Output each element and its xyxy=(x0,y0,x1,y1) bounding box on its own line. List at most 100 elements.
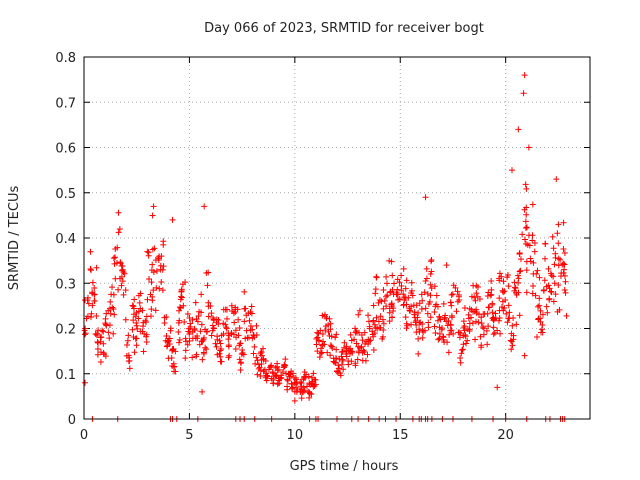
data-point xyxy=(562,278,569,285)
data-point xyxy=(546,285,553,292)
data-point xyxy=(555,221,562,228)
data-point xyxy=(247,322,254,329)
data-point xyxy=(176,307,183,314)
data-point xyxy=(148,279,155,286)
data-point xyxy=(409,292,416,299)
data-point xyxy=(427,314,434,321)
data-point xyxy=(89,279,96,286)
data-point xyxy=(496,295,503,302)
data-point xyxy=(150,287,157,294)
data-point xyxy=(543,303,550,310)
data-point xyxy=(298,380,305,387)
data-point xyxy=(449,314,456,321)
data-point xyxy=(554,230,561,237)
data-point xyxy=(525,144,532,151)
data-point xyxy=(515,275,522,282)
data-point xyxy=(393,289,400,296)
data-point xyxy=(339,348,346,355)
data-point xyxy=(394,291,401,298)
data-point xyxy=(414,314,421,321)
data-point xyxy=(521,352,528,359)
data-point xyxy=(403,277,410,284)
data-point xyxy=(100,349,107,356)
data-point xyxy=(217,347,224,354)
data-point xyxy=(357,344,364,351)
data-point xyxy=(91,284,98,291)
data-point xyxy=(402,285,409,292)
x-tick-label: 0 xyxy=(80,428,88,443)
data-point xyxy=(532,292,539,299)
data-point xyxy=(144,248,151,255)
data-point xyxy=(284,377,291,384)
data-point xyxy=(436,330,443,337)
data-point xyxy=(196,341,203,348)
data-point xyxy=(156,285,163,292)
data-point xyxy=(522,225,529,232)
data-point xyxy=(444,339,451,346)
data-point xyxy=(247,327,254,334)
data-point xyxy=(115,286,122,293)
data-point xyxy=(406,305,413,312)
data-point xyxy=(149,297,156,304)
data-point xyxy=(445,349,452,356)
data-point xyxy=(446,331,453,338)
data-point xyxy=(562,289,569,296)
data-point xyxy=(175,319,182,326)
data-point xyxy=(136,299,143,306)
data-point xyxy=(435,336,442,343)
data-point xyxy=(471,294,478,301)
data-point xyxy=(477,333,484,340)
data-point xyxy=(200,349,207,356)
data-point xyxy=(222,321,229,328)
data-point xyxy=(496,277,503,284)
data-point xyxy=(198,321,205,328)
data-point xyxy=(424,310,431,317)
data-point xyxy=(224,306,231,313)
data-point xyxy=(134,325,141,332)
data-point xyxy=(372,290,379,297)
data-point xyxy=(509,342,516,349)
data-point xyxy=(169,216,176,223)
data-point xyxy=(148,306,155,313)
data-point xyxy=(462,333,469,340)
data-point xyxy=(135,292,142,299)
data-point xyxy=(428,258,435,265)
data-point xyxy=(284,383,291,390)
data-point xyxy=(110,291,117,298)
data-point xyxy=(432,330,439,337)
x-tick-label: 5 xyxy=(185,428,193,443)
data-point xyxy=(298,395,305,402)
data-point xyxy=(523,258,530,265)
data-point xyxy=(233,334,240,341)
data-point xyxy=(426,298,433,305)
data-point xyxy=(326,315,333,322)
data-point xyxy=(87,248,94,255)
data-point xyxy=(321,311,328,318)
data-point xyxy=(551,280,558,287)
data-point xyxy=(137,305,144,312)
data-point xyxy=(511,279,518,286)
data-point xyxy=(148,267,155,274)
data-point xyxy=(135,315,142,322)
data-point xyxy=(405,294,412,301)
data-point xyxy=(87,314,94,321)
data-point xyxy=(418,306,425,313)
data-point xyxy=(314,329,321,336)
data-point xyxy=(370,333,377,340)
data-point xyxy=(349,349,356,356)
data-point xyxy=(240,351,247,358)
data-point xyxy=(550,245,557,252)
data-point xyxy=(449,291,456,298)
data-point xyxy=(319,312,326,319)
data-point xyxy=(466,326,473,333)
data-point xyxy=(236,356,243,363)
data-point xyxy=(505,302,512,309)
data-point xyxy=(198,291,205,298)
data-point xyxy=(107,310,114,317)
data-point xyxy=(304,383,311,390)
data-point xyxy=(478,314,485,321)
data-point xyxy=(422,305,429,312)
data-point xyxy=(120,291,127,298)
data-point xyxy=(269,368,276,375)
data-point xyxy=(522,218,529,225)
